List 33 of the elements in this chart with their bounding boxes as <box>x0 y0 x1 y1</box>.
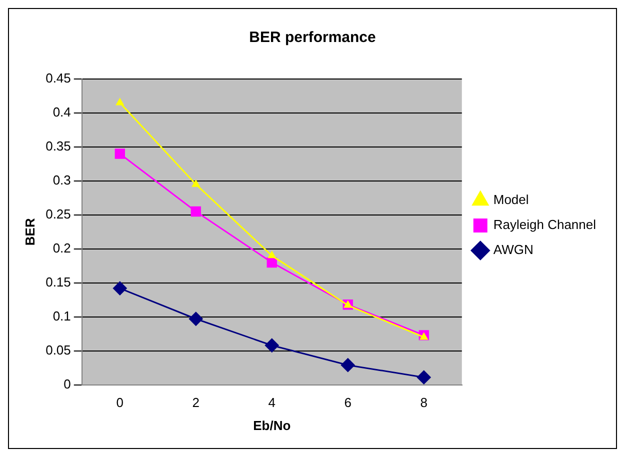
x-tick-label: 4 <box>268 395 276 410</box>
legend-label: Rayleigh Channel <box>493 217 596 232</box>
y-tick-label: 0.3 <box>52 172 71 188</box>
legend-label: AWGN <box>493 242 534 258</box>
x-tick-label: 6 <box>344 395 352 410</box>
point <box>114 148 125 159</box>
point <box>192 180 200 187</box>
y-tick-label: 0.05 <box>46 342 71 358</box>
point <box>264 338 279 352</box>
y-axis-title: BER <box>22 218 38 246</box>
chart-title: BER performance <box>249 29 376 46</box>
point <box>112 281 127 296</box>
point <box>340 358 355 372</box>
x-tick-label: 2 <box>192 395 200 410</box>
point <box>416 370 431 384</box>
point <box>188 312 203 326</box>
point <box>268 251 276 258</box>
x-tick-label: 8 <box>420 395 428 410</box>
y-tick-label: 0.15 <box>46 274 71 290</box>
y-tick-label: 0.25 <box>46 206 71 222</box>
y-tick-label: 0.35 <box>46 138 71 154</box>
point <box>420 332 428 340</box>
point <box>116 98 124 106</box>
x-tick-label: 0 <box>116 395 124 410</box>
point <box>266 257 277 268</box>
y-tick-label: 0.2 <box>52 240 71 256</box>
x-axis-title: Eb/No <box>253 418 291 433</box>
y-tick-label: 0 <box>64 376 71 392</box>
point <box>190 206 201 217</box>
legend-label: Model <box>493 192 529 208</box>
y-tick-label: 0.1 <box>52 308 71 324</box>
y-tick-label: 0.4 <box>52 104 71 120</box>
y-tick-label: 0.45 <box>46 70 71 86</box>
